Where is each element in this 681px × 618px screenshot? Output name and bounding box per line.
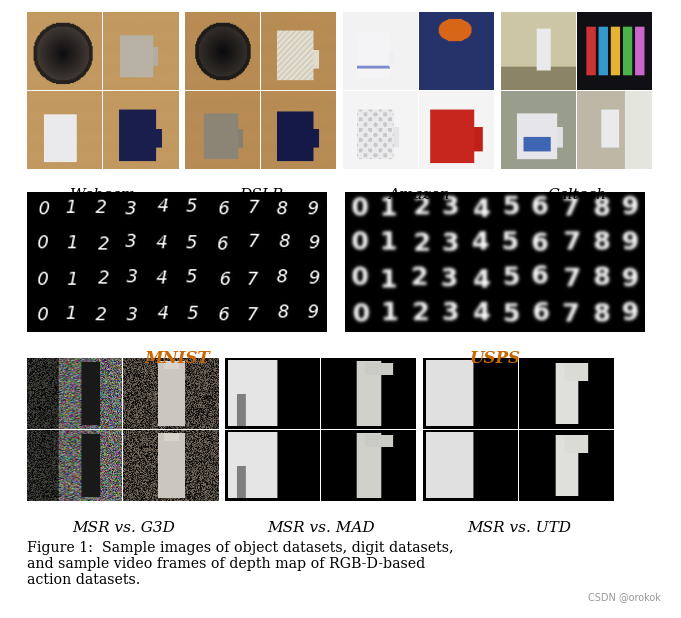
Text: MSR vs. G3D: MSR vs. G3D <box>72 521 175 535</box>
Text: CSDN @orokok: CSDN @orokok <box>588 593 661 603</box>
Text: MSR vs. UTD: MSR vs. UTD <box>467 521 571 535</box>
Text: Amazon: Amazon <box>388 188 450 202</box>
Text: MSR vs. MAD: MSR vs. MAD <box>268 521 375 535</box>
Text: MNIST: MNIST <box>144 350 210 367</box>
Text: USPS: USPS <box>469 350 520 367</box>
Text: Webcam: Webcam <box>70 188 136 202</box>
Text: Figure 1:  Sample images of object datasets, digit datasets,: Figure 1: Sample images of object datase… <box>27 541 454 555</box>
Text: DSLR: DSLR <box>239 188 283 202</box>
Text: Caltech: Caltech <box>548 188 607 202</box>
Text: and sample video frames of depth map of RGB-D-based: and sample video frames of depth map of … <box>27 557 425 571</box>
Text: action datasets.: action datasets. <box>27 573 140 587</box>
